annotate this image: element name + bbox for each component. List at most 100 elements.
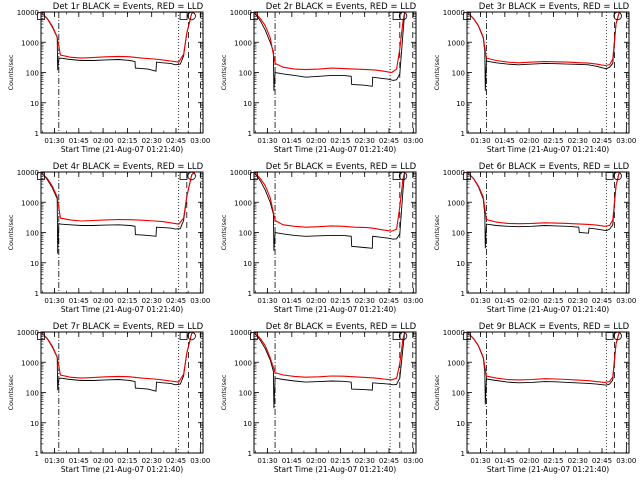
circle-marker xyxy=(187,11,196,21)
y-tick-label: 1 xyxy=(248,130,252,138)
y-tick-label: 10 xyxy=(30,260,39,268)
x-axis-label: Start Time (21-Aug-07 01:21:40) xyxy=(487,465,609,474)
y-tick-label: 10000 xyxy=(17,169,39,177)
chart-panel-8: Det 8r BLACK = Events, RED = LLD 1 10 100 10… xyxy=(220,322,423,474)
y-tick-label: 100 xyxy=(26,70,39,78)
chart-panel-9: Det 9r BLACK = Events, RED = LLD 1 10 100 10… xyxy=(433,322,636,474)
chart-title: Det 4r BLACK = Events, RED = LLD xyxy=(53,162,204,172)
y-tick-label: 1 xyxy=(461,130,465,138)
y-axis-label: Counts/sec xyxy=(433,214,441,250)
x-tick-label: 02:00 xyxy=(306,457,326,465)
x-tick-label: 03:00 xyxy=(403,457,423,465)
x-axis-label: Start Time (21-Aug-07 01:21:40) xyxy=(487,305,609,314)
chart-title: Det 2r BLACK = Events, RED = LLD xyxy=(266,2,417,12)
x-tick-label: 01:45 xyxy=(282,457,302,465)
lld-series-line xyxy=(253,331,406,381)
y-tick-label: 10000 xyxy=(17,9,39,17)
x-tick-label: 02:45 xyxy=(166,137,186,145)
square-marker xyxy=(179,332,188,340)
y-tick-label: 10 xyxy=(30,100,39,108)
square-marker xyxy=(605,332,614,340)
lld-series-line xyxy=(40,331,196,383)
events-series-line xyxy=(40,171,196,254)
lld-series-line xyxy=(466,11,620,67)
x-tick-label: 02:45 xyxy=(166,457,186,465)
x-tick-label: 02:15 xyxy=(330,297,350,305)
chart-title: Det 7r BLACK = Events, RED = LLD xyxy=(53,322,204,332)
x-tick-label: 02:45 xyxy=(166,297,186,305)
x-tick-label: 02:00 xyxy=(519,137,539,145)
chart-title: Det 8r BLACK = Events, RED = LLD xyxy=(266,322,417,332)
x-tick-label: 02:45 xyxy=(592,297,612,305)
x-tick-label: 03:00 xyxy=(616,457,636,465)
x-tick-label: 01:45 xyxy=(69,297,89,305)
chart-panel-6: Det 6r BLACK = Events, RED = LLD 1 10 100 10… xyxy=(433,162,636,314)
y-tick-label: 1 xyxy=(35,450,39,458)
x-tick-label: 01:30 xyxy=(470,457,490,465)
x-tick-label: 02:45 xyxy=(592,137,612,145)
square-marker xyxy=(250,172,258,180)
chart-title: Det 6r BLACK = Events, RED = LLD xyxy=(479,162,630,172)
x-axis-label: Start Time (21-Aug-07 01:21:40) xyxy=(274,145,396,154)
y-tick-label: 1 xyxy=(35,290,39,298)
circle-marker xyxy=(187,171,196,181)
chart-panel-1: Det 1r BLACK = Events, RED = LLD 1 10 100 10… xyxy=(7,2,210,154)
events-series-line xyxy=(466,171,620,249)
square-marker xyxy=(250,12,258,20)
x-tick-label: 02:30 xyxy=(355,457,375,465)
chart-panel-5: Det 5r BLACK = Events, RED = LLD 1 10 100 10… xyxy=(220,162,423,314)
x-tick-label: 02:15 xyxy=(330,137,350,145)
x-tick-label: 01:30 xyxy=(470,137,490,145)
y-axis-label: Counts/sec xyxy=(433,374,441,410)
y-axis-label: Counts/sec xyxy=(220,54,228,90)
circle-marker xyxy=(398,171,408,181)
y-tick-label: 10000 xyxy=(443,9,465,17)
y-tick-label: 10000 xyxy=(17,329,39,337)
circle-marker xyxy=(187,331,196,341)
x-tick-label: 01:30 xyxy=(257,137,277,145)
y-tick-label: 10000 xyxy=(230,169,252,177)
x-tick-label: 03:00 xyxy=(403,297,423,305)
x-tick-label: 02:00 xyxy=(93,297,113,305)
events-series-line xyxy=(40,11,196,72)
y-tick-label: 1 xyxy=(248,290,252,298)
x-tick-label: 02:45 xyxy=(379,137,399,145)
x-tick-label: 02:15 xyxy=(117,137,137,145)
y-tick-label: 10000 xyxy=(230,9,252,17)
y-tick-label: 10000 xyxy=(230,329,252,337)
x-tick-label: 02:30 xyxy=(568,137,588,145)
x-axis-label: Start Time (21-Aug-07 01:21:40) xyxy=(274,305,396,314)
x-tick-label: 02:15 xyxy=(543,457,563,465)
y-tick-label: 1000 xyxy=(447,359,465,367)
x-tick-label: 01:45 xyxy=(69,137,89,145)
lld-series-line xyxy=(466,331,620,383)
x-tick-label: 01:45 xyxy=(282,297,302,305)
y-axis-label: Counts/sec xyxy=(220,214,228,250)
y-tick-label: 10 xyxy=(456,260,465,268)
x-tick-label: 02:15 xyxy=(117,297,137,305)
square-marker xyxy=(250,332,258,340)
events-series-line xyxy=(253,11,406,91)
y-tick-label: 1000 xyxy=(447,39,465,47)
x-tick-label: 02:30 xyxy=(568,457,588,465)
x-tick-label: 02:15 xyxy=(543,297,563,305)
y-tick-label: 1 xyxy=(461,290,465,298)
x-tick-label: 02:00 xyxy=(306,297,326,305)
y-tick-label: 10 xyxy=(243,260,252,268)
x-tick-label: 02:45 xyxy=(379,457,399,465)
x-tick-label: 01:30 xyxy=(44,137,64,145)
x-tick-label: 02:00 xyxy=(519,457,539,465)
circle-marker xyxy=(613,11,622,21)
x-tick-label: 01:45 xyxy=(495,457,515,465)
chart-panel-3: Det 3r BLACK = Events, RED = LLD 1 10 100 10… xyxy=(433,2,636,154)
circle-marker xyxy=(613,171,622,181)
y-tick-label: 100 xyxy=(26,230,39,238)
lld-series-line xyxy=(253,11,406,74)
y-tick-label: 10 xyxy=(456,100,465,108)
square-marker xyxy=(605,172,614,180)
x-tick-label: 01:30 xyxy=(44,457,64,465)
x-tick-label: 02:00 xyxy=(519,297,539,305)
square-marker xyxy=(179,12,188,20)
circle-marker xyxy=(613,331,622,341)
